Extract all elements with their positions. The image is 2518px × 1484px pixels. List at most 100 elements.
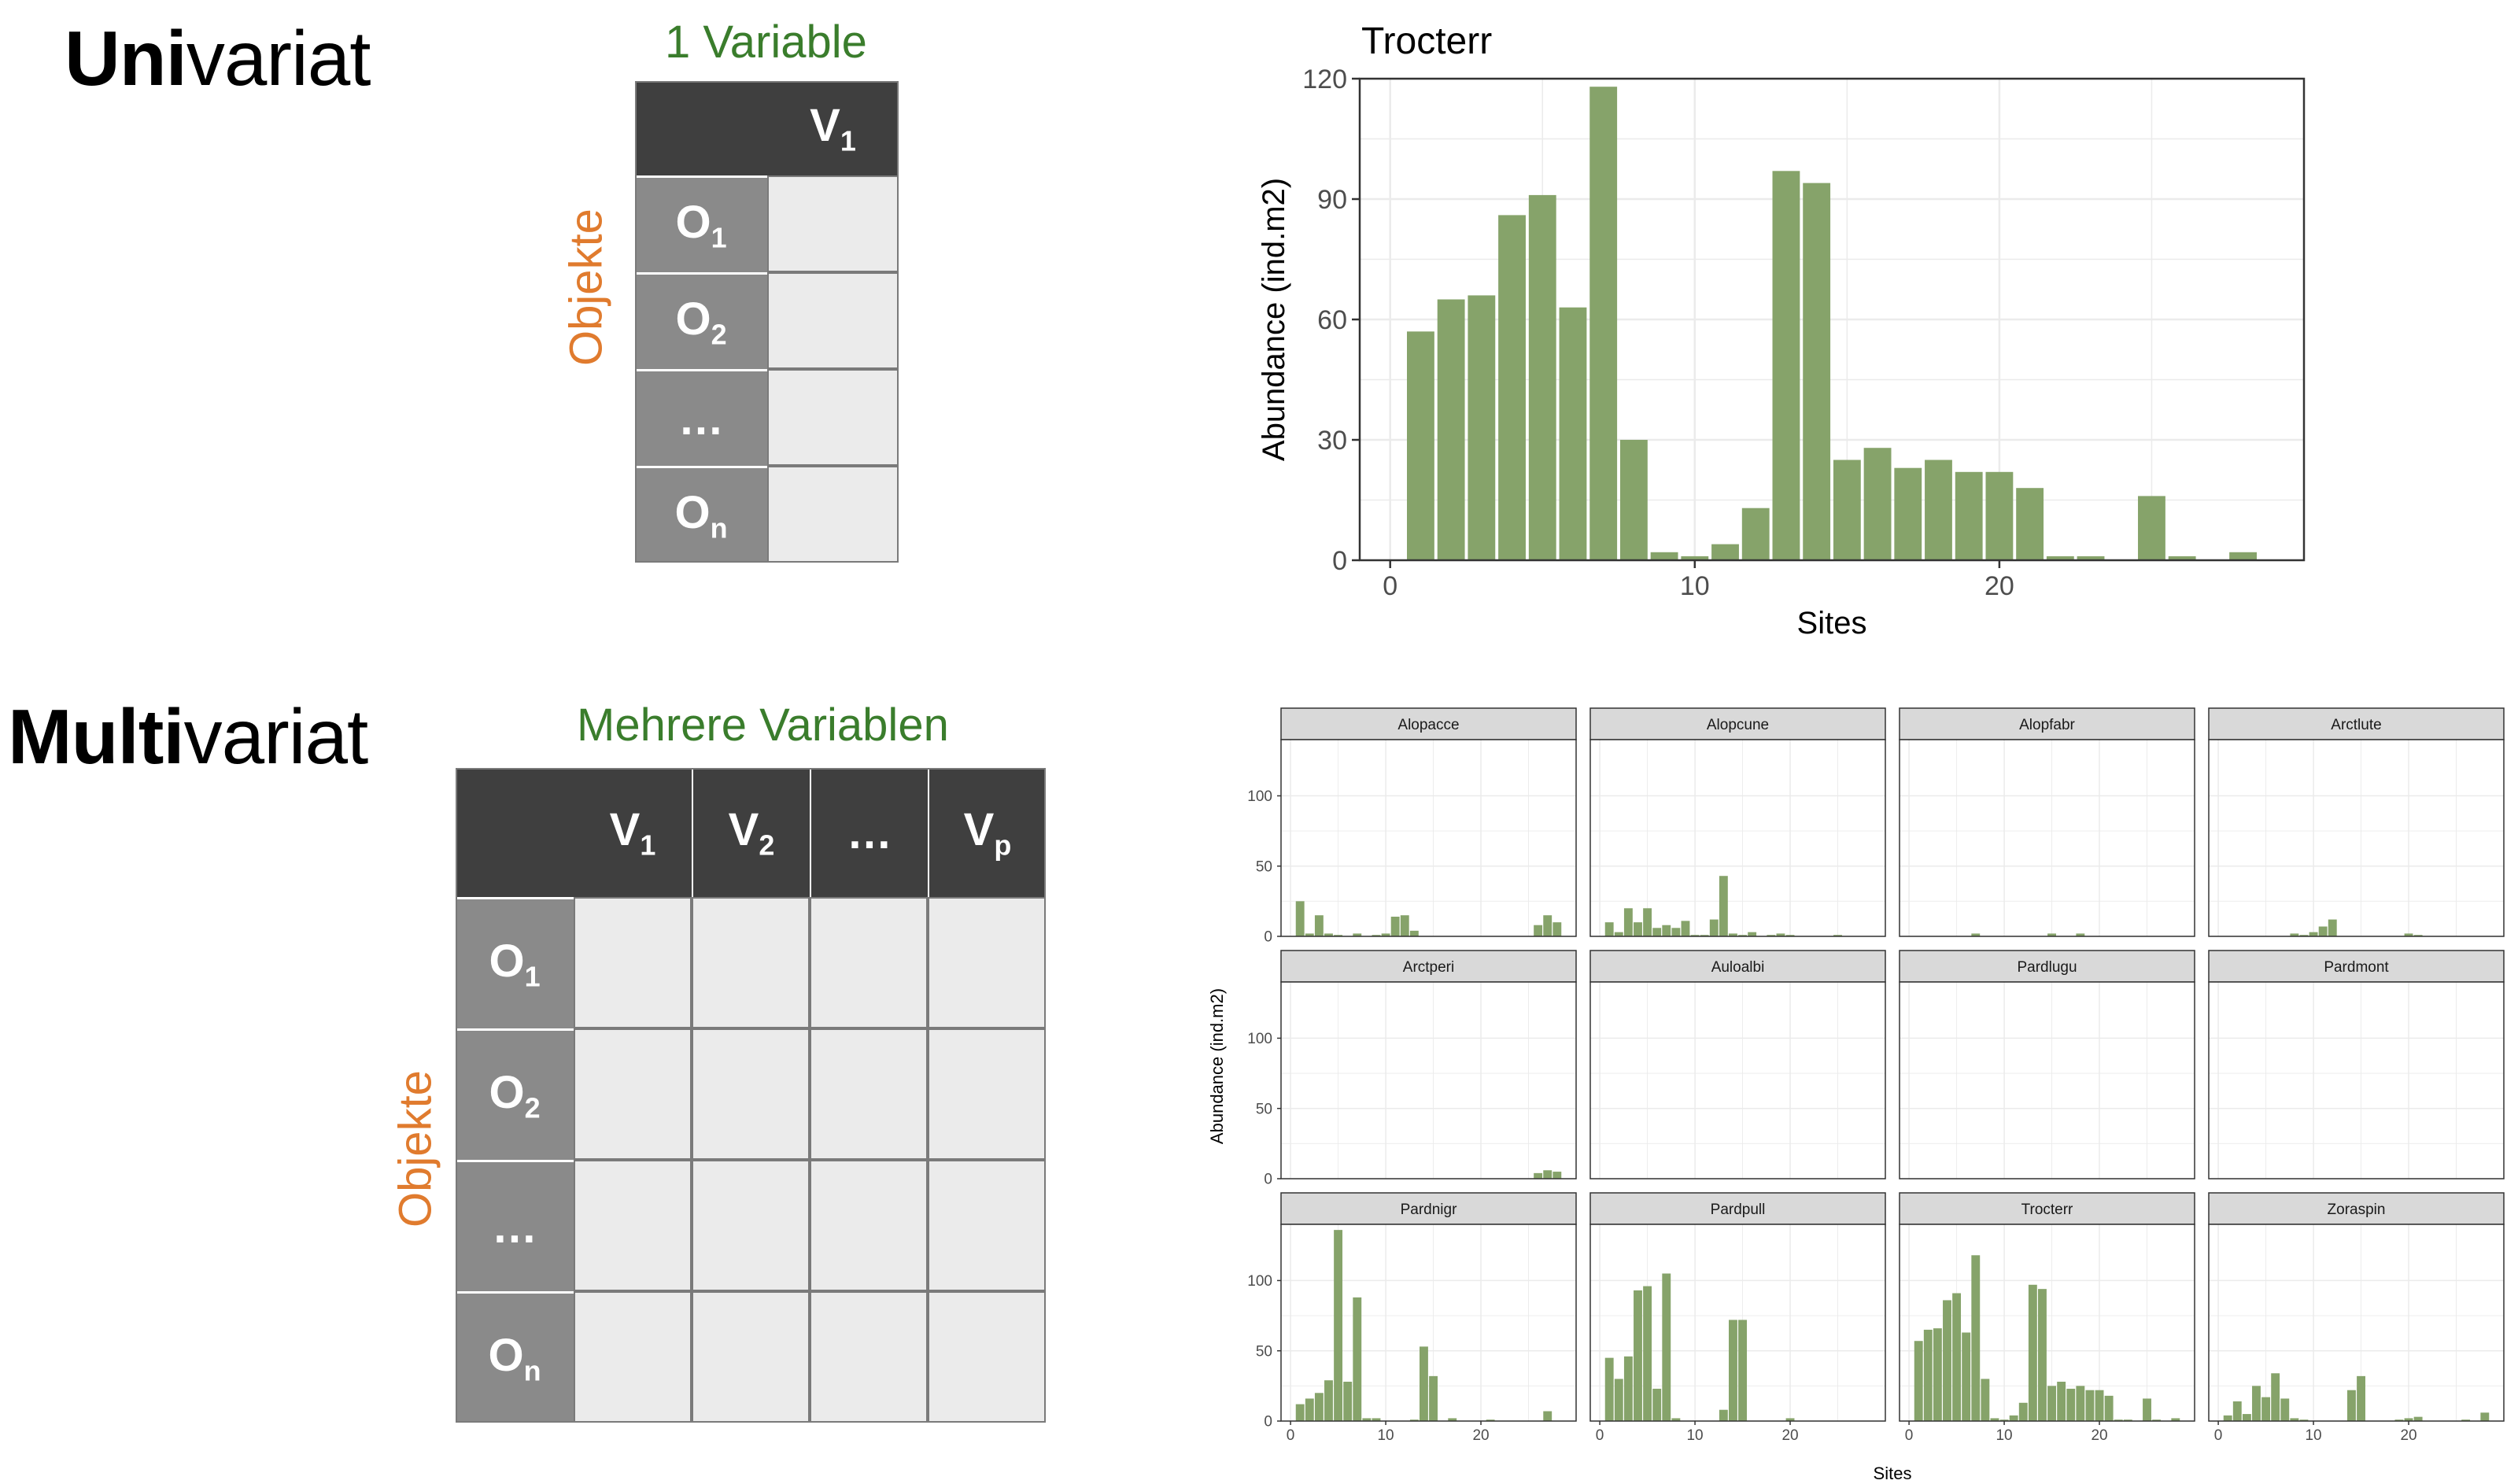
table-cell bbox=[574, 1160, 692, 1291]
bar bbox=[2318, 926, 2328, 936]
bar bbox=[1741, 508, 1770, 560]
y-tick-label: 0 bbox=[1264, 1172, 1272, 1188]
panel-border bbox=[1280, 1224, 1577, 1422]
bar bbox=[1543, 915, 1553, 936]
x-tick-label: 20 bbox=[1984, 571, 2014, 601]
x-tick-label: 0 bbox=[2214, 1427, 2223, 1444]
bar bbox=[1634, 1290, 1642, 1421]
bar bbox=[2076, 1386, 2085, 1421]
bar bbox=[1623, 908, 1633, 936]
bar bbox=[1943, 1300, 1951, 1421]
bar bbox=[2328, 919, 2337, 936]
row-header: On bbox=[456, 1291, 574, 1423]
bar bbox=[1729, 933, 1737, 936]
table-cell bbox=[928, 1291, 1046, 1423]
bar bbox=[2152, 1419, 2162, 1421]
bar bbox=[1343, 1382, 1353, 1421]
bar bbox=[1719, 1409, 1728, 1421]
bar bbox=[1589, 87, 1618, 560]
bar bbox=[2076, 933, 2085, 936]
bar bbox=[1999, 1419, 2009, 1421]
multivariate-data-table: V1 V2 … Vp O1 O2 … On bbox=[456, 768, 1046, 1423]
bar bbox=[1748, 932, 1757, 936]
bar bbox=[1543, 1170, 1553, 1179]
bar bbox=[1534, 1172, 1543, 1179]
bar bbox=[2114, 1419, 2123, 1421]
panel-border bbox=[1589, 1224, 1886, 1422]
bar bbox=[2347, 1390, 2356, 1421]
y-tick-label: 50 bbox=[1256, 858, 1272, 875]
bar bbox=[1652, 1388, 1662, 1421]
row-header: O1 bbox=[635, 175, 767, 272]
bar bbox=[1614, 1379, 1623, 1421]
bar bbox=[1981, 1379, 1990, 1421]
panel-border bbox=[2208, 739, 2505, 937]
column-header-label: V1 bbox=[810, 99, 856, 157]
column-header: … bbox=[810, 768, 928, 897]
bar bbox=[1662, 925, 1671, 936]
panel-background bbox=[1590, 740, 1885, 936]
bar bbox=[1863, 448, 1892, 560]
y-tick-label: 0 bbox=[1332, 546, 1347, 576]
bar bbox=[2138, 496, 2165, 560]
panel-border bbox=[2208, 981, 2505, 1179]
facet-strip-label: Alopacce bbox=[1397, 717, 1459, 733]
bar bbox=[1604, 922, 1614, 936]
y-tick-label: 50 bbox=[1256, 1343, 1272, 1360]
table-cell bbox=[767, 175, 899, 272]
bar bbox=[2480, 1412, 2490, 1421]
row-header: On bbox=[635, 466, 767, 563]
table-cell bbox=[928, 897, 1046, 1028]
bar bbox=[1700, 935, 1709, 936]
row-header-label: … bbox=[678, 393, 724, 445]
bar bbox=[1776, 933, 1785, 936]
x-tick-label: 20 bbox=[2091, 1427, 2107, 1444]
x-axis-label: Sites bbox=[1797, 606, 1867, 640]
bar bbox=[2280, 1398, 2290, 1421]
bar bbox=[1772, 171, 1800, 561]
row-header-label: O1 bbox=[489, 935, 541, 993]
bar bbox=[2252, 1386, 2261, 1421]
bar bbox=[1409, 1419, 1419, 1421]
bar bbox=[1559, 307, 1587, 560]
table-cell bbox=[692, 897, 810, 1028]
column-header: V1 bbox=[574, 768, 692, 897]
bar bbox=[2018, 1402, 2028, 1421]
table-cell bbox=[692, 1028, 810, 1160]
table-cell bbox=[574, 897, 692, 1028]
panel-background bbox=[2209, 740, 2504, 936]
table-cell bbox=[810, 1291, 928, 1423]
bar bbox=[1353, 933, 1362, 936]
row-header-label: On bbox=[488, 1329, 541, 1387]
panel-background bbox=[2209, 982, 2504, 1179]
bar bbox=[2404, 933, 2413, 936]
bar bbox=[1314, 1393, 1324, 1421]
bar bbox=[1955, 471, 1983, 560]
facet-strip bbox=[2208, 1192, 2505, 1225]
y-tick-label: 100 bbox=[1247, 788, 1272, 805]
y-tick-label: 0 bbox=[1264, 929, 1272, 946]
facet-strip bbox=[1280, 707, 1577, 740]
y-tick-label: 50 bbox=[1256, 1101, 1272, 1117]
bar bbox=[1662, 1273, 1671, 1421]
bar bbox=[1614, 932, 1623, 936]
chart-title: Trocterr bbox=[1361, 20, 1492, 62]
bar bbox=[1971, 1255, 1981, 1421]
bar bbox=[1833, 935, 1842, 936]
panel-border bbox=[1899, 1224, 2195, 1422]
bar bbox=[2223, 1415, 2232, 1421]
x-tick-label: 20 bbox=[2400, 1427, 2416, 1444]
column-header: V1 bbox=[767, 81, 899, 175]
bar bbox=[1623, 1356, 1633, 1421]
bar bbox=[1634, 922, 1642, 936]
facet-strip bbox=[1280, 950, 1577, 983]
panel-background bbox=[1900, 740, 2195, 936]
bar bbox=[2104, 1395, 2114, 1421]
column-header: V2 bbox=[692, 768, 810, 897]
bar bbox=[1528, 194, 1556, 560]
bar bbox=[2028, 1284, 2037, 1421]
multivariate-title-bold: Multi bbox=[8, 693, 185, 780]
bar bbox=[2299, 935, 2309, 936]
univariate-data-table: V1 O1 O2 … On bbox=[635, 81, 899, 563]
bar bbox=[2009, 1415, 2018, 1421]
